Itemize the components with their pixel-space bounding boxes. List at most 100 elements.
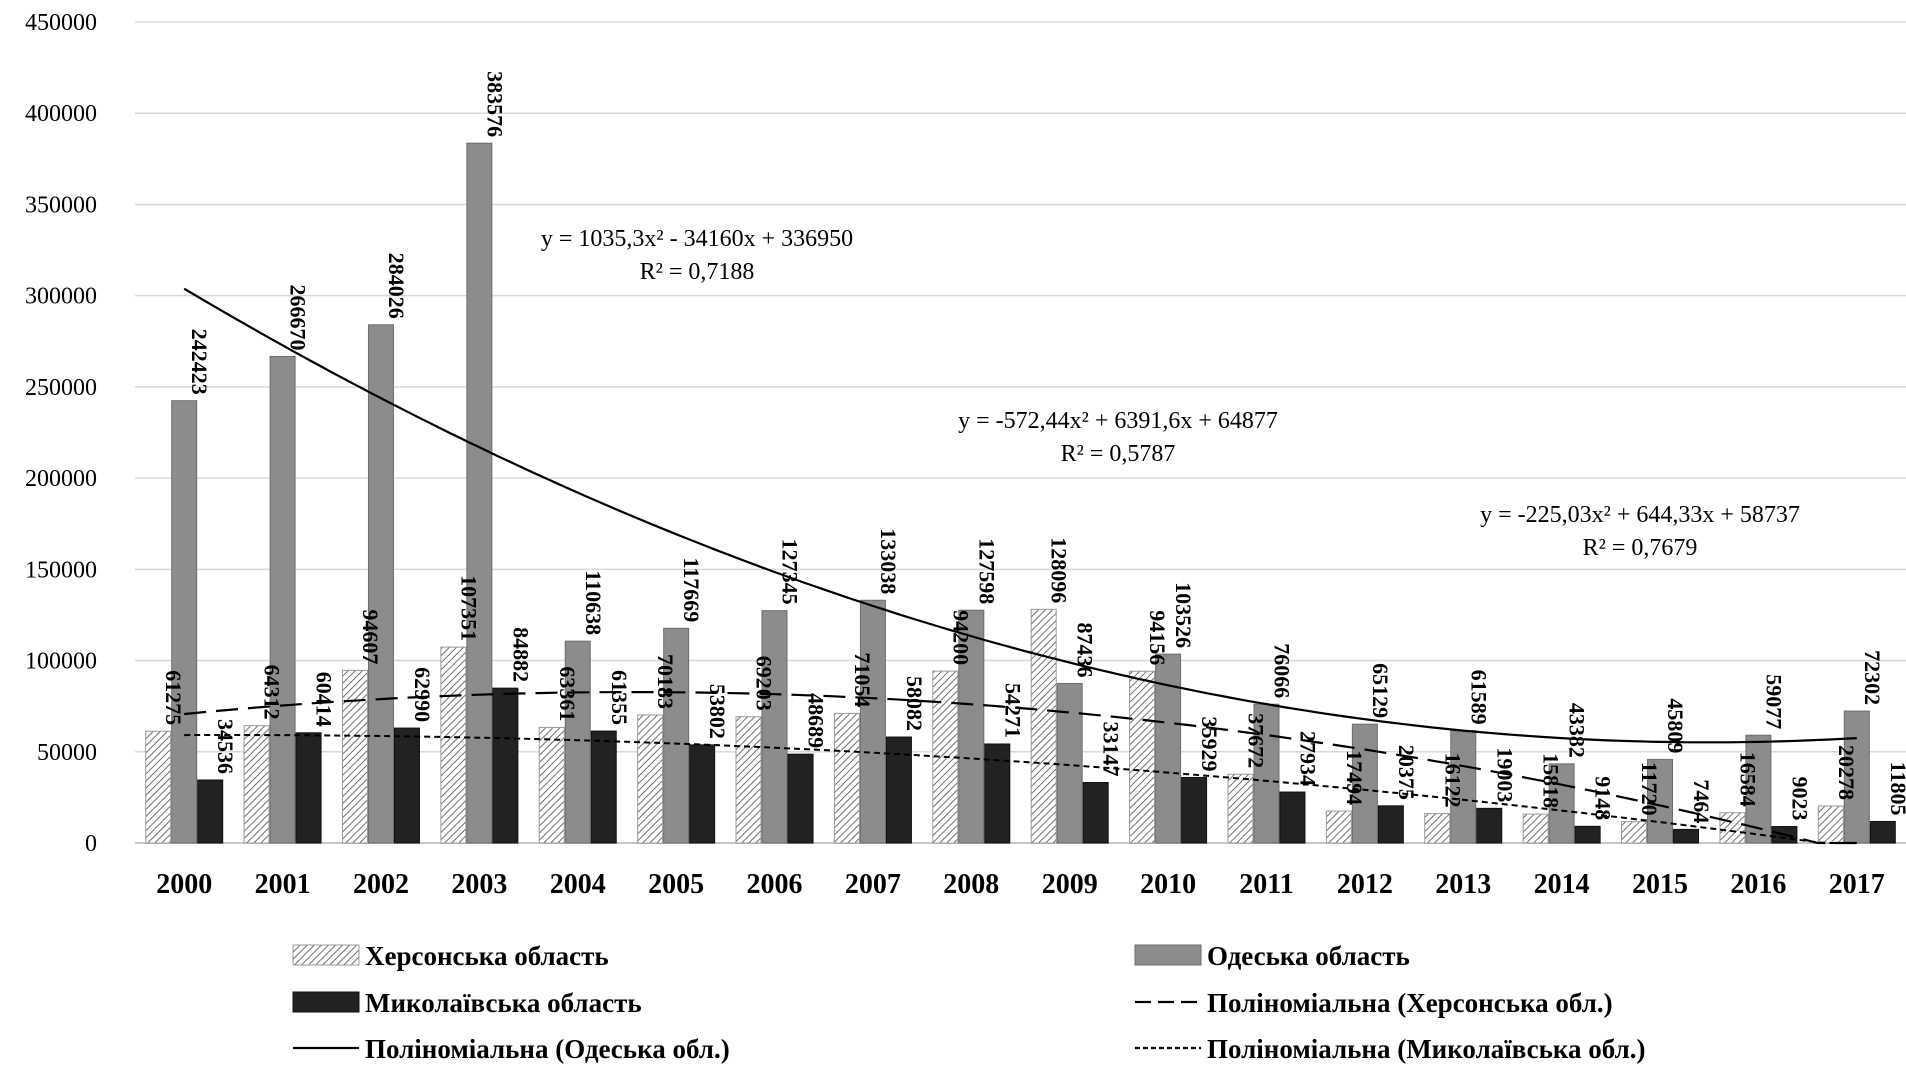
data-label: 107351 [456, 575, 481, 641]
x-tick-label: 2002 [353, 869, 409, 900]
bar [833, 712, 860, 844]
legend-label: Поліноміальна (Миколаївська обл.) [1207, 1034, 1646, 1064]
data-label: 383576 [482, 71, 507, 137]
bar [295, 732, 322, 844]
data-label: 76066 [1269, 643, 1294, 698]
data-label: 71054 [850, 652, 875, 707]
data-label: 69203 [752, 656, 777, 711]
x-tick-label: 2016 [1730, 869, 1786, 900]
bar [761, 610, 788, 844]
y-tick-label: 200000 [25, 466, 97, 492]
bar [663, 627, 690, 844]
x-tick-label: 2004 [550, 869, 606, 900]
data-label: 11805 [1886, 762, 1906, 816]
bars [145, 142, 1896, 844]
x-tick-label: 2001 [255, 869, 311, 900]
bar [145, 730, 172, 844]
data-label: 117669 [679, 558, 704, 623]
bar [492, 687, 519, 844]
data-label: 127598 [974, 538, 999, 604]
data-label: 61355 [607, 670, 632, 725]
bar [1673, 828, 1700, 844]
bar [1424, 813, 1451, 844]
data-label: 54271 [1000, 683, 1025, 738]
data-label: 16584 [1735, 752, 1760, 807]
x-tick-label: 2015 [1632, 869, 1688, 900]
bar [197, 779, 224, 844]
legend-label: Поліноміальна (Одеська обл.) [365, 1034, 730, 1064]
data-label: 15818 [1539, 753, 1564, 808]
legend-swatch [1134, 944, 1202, 966]
data-label: 33147 [1099, 722, 1124, 777]
y-tick-label: 50000 [37, 740, 97, 766]
gridlines [135, 21, 1906, 844]
x-tick-label: 2008 [943, 869, 999, 900]
data-label: 17494 [1342, 750, 1367, 805]
data-label: 94200 [948, 610, 973, 665]
legend: Херсонська область Одеська область Миколаї… [292, 941, 1646, 1064]
bar [1181, 776, 1208, 844]
legend-swatch [292, 991, 360, 1013]
data-label: 45809 [1663, 698, 1688, 753]
bar [171, 400, 198, 844]
x-tick-label: 2006 [747, 869, 803, 900]
y-tick-label: 250000 [25, 375, 97, 401]
data-label: 65129 [1368, 663, 1393, 718]
data-label: 19003 [1492, 747, 1517, 802]
data-label: 87436 [1073, 622, 1098, 677]
bar [466, 142, 493, 844]
data-label: 7464 [1689, 779, 1714, 823]
y-tick-label: 100000 [25, 649, 97, 675]
data-label: 35929 [1197, 716, 1222, 771]
trend-equation: y = -572,44x² + 6391,6x + 64877 [958, 408, 1278, 434]
trend-r2: R² = 0,7679 [1583, 535, 1698, 561]
data-label: 34536 [213, 719, 238, 774]
bar [440, 646, 467, 844]
data-label: 94156 [1145, 610, 1170, 665]
bar [1325, 810, 1352, 844]
bar [1621, 821, 1648, 844]
trendline-solid [183, 287, 1857, 744]
data-label: 110638 [581, 570, 606, 635]
bar [564, 640, 591, 844]
bar [859, 599, 886, 844]
trend-equation: y = 1035,3x² - 34160x + 336950 [541, 226, 853, 252]
data-label: 60414 [312, 672, 337, 727]
data-label: 284026 [384, 253, 409, 319]
bar [341, 669, 368, 844]
y-axis: 0 50000 100000 150000 200000 250000 300000 3500… [25, 10, 97, 857]
data-label: 37672 [1243, 713, 1268, 768]
data-label: 127345 [778, 539, 803, 605]
legend-label: Миколаївська область [365, 988, 642, 1018]
bar [538, 726, 565, 844]
bar [885, 736, 912, 844]
x-tick-label: 2012 [1337, 869, 1393, 900]
legend-swatch [292, 944, 360, 966]
trend-equations: y = -572,44x² + 6391,6x + 64877 R² = 0,57… [541, 226, 1800, 561]
legend-label: Поліноміальна (Херсонська обл.) [1207, 988, 1613, 1018]
data-label: 11720 [1637, 762, 1662, 816]
data-label: 59077 [1761, 674, 1786, 729]
data-label: 266670 [286, 284, 311, 350]
bar [637, 714, 664, 844]
data-label: 20375 [1394, 745, 1419, 800]
x-axis: 2000 2001 2002 2003 2004 2005 2006 2007 2008 2009… [156, 869, 1885, 900]
y-tick-label: 0 [85, 831, 97, 857]
x-tick-label: 2014 [1534, 869, 1590, 900]
bar [689, 744, 716, 844]
bar [1253, 703, 1280, 844]
x-tick-label: 2003 [451, 869, 507, 900]
data-label: 9023 [1787, 777, 1812, 821]
x-tick-label: 2017 [1829, 869, 1885, 900]
y-tick-label: 300000 [25, 284, 97, 310]
data-label: 242423 [187, 329, 212, 395]
bar [1574, 825, 1601, 844]
data-label: 133038 [876, 528, 901, 594]
bar [1056, 682, 1083, 844]
data-label: 16122 [1440, 753, 1465, 808]
data-label: 27934 [1295, 731, 1320, 786]
bar [1522, 813, 1549, 844]
data-label: 58082 [902, 676, 927, 731]
bar [1817, 805, 1844, 844]
